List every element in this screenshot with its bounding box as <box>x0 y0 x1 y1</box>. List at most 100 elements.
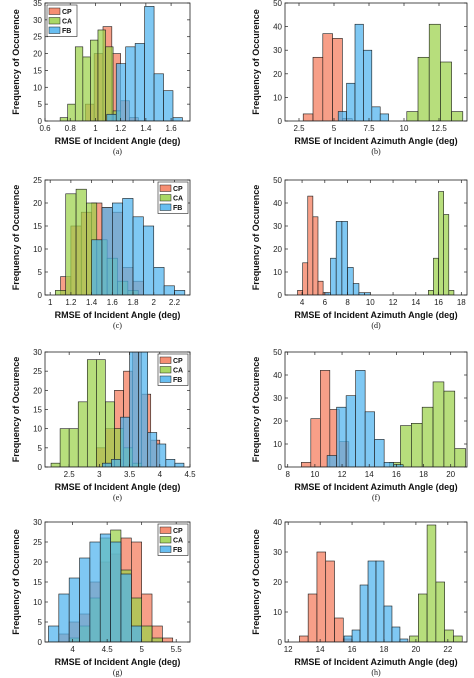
x-tick-label: 14 <box>411 298 420 307</box>
histogram-bar-ca <box>105 401 115 467</box>
histogram-bar-fb <box>335 221 343 295</box>
x-tick-label: 4.5 <box>184 470 196 479</box>
histogram-bar-fb <box>91 239 103 295</box>
histogram-bar-ca <box>59 428 70 467</box>
y-tick-label: 50 <box>273 348 282 357</box>
histogram-bar-ca <box>141 625 153 642</box>
legend-label-fb: FB <box>173 205 182 212</box>
x-tick-label: 1.6 <box>107 298 119 307</box>
y-tick-label: 15 <box>33 66 42 75</box>
x-axis-unit: (deg) <box>156 136 181 146</box>
histogram-bar-fb <box>79 557 91 642</box>
histogram-bar-fb <box>367 560 377 642</box>
y-tick-label: 15 <box>33 406 42 415</box>
x-tick-label: 12 <box>284 645 293 654</box>
histogram-bar-cp <box>312 216 319 295</box>
histogram-bar-fb <box>326 455 337 467</box>
y-tick-label: 30 <box>273 548 282 557</box>
axes-frame <box>284 2 468 122</box>
y-axis-label: Frequency of Occurence <box>11 357 21 463</box>
x-tick-label: 18 <box>419 470 428 479</box>
x-tick-label: 16 <box>434 298 443 307</box>
histogram-bar-cp <box>317 280 324 295</box>
x-axis-label-text: RMSE of Incident Angle <box>55 482 156 492</box>
histogram-bar-ca <box>440 61 452 121</box>
histogram-bar-ca <box>444 629 454 642</box>
histogram-bar-ca <box>82 56 91 121</box>
y-tick-label: 10 <box>273 268 282 277</box>
x-tick-label: 1.6 <box>166 124 178 133</box>
histogram-bar-ca <box>454 448 466 467</box>
y-tick-label: 35 <box>33 0 42 8</box>
x-axis-label: RMSE of Incident Angle (deg) <box>55 657 181 667</box>
histogram-bar-fb <box>129 352 139 467</box>
histogram-bar-ca <box>426 524 437 642</box>
histogram-bar-fb <box>354 23 364 121</box>
histogram-bar-fb <box>58 593 70 642</box>
x-tick-label: 1.2 <box>115 124 127 133</box>
histogram-bar-fb <box>337 111 347 121</box>
x-axis-unit: (deg) <box>433 310 458 320</box>
histogram-bar-fb <box>111 459 121 467</box>
histogram-bar-fb <box>115 63 126 121</box>
x-axis-label: RMSE of Incident Azimuth Angle (deg) <box>294 482 457 492</box>
y-tick-label: 10 <box>33 598 42 607</box>
legend-swatch-ca <box>48 17 61 25</box>
x-axis-label-text: RMSE of Incident Azimuth Angle <box>294 657 433 667</box>
x-tick-label: 1.8 <box>127 298 139 307</box>
legend-label-cp: CP <box>173 528 183 535</box>
legend: CP CA FB <box>157 523 189 556</box>
histogram-bar-fb <box>352 283 360 295</box>
histogram-bar-ca <box>68 428 79 467</box>
y-tick-label: 25 <box>33 176 42 185</box>
histogram-bar-ca <box>432 381 445 467</box>
histogram-bar-ca <box>105 46 114 121</box>
legend-swatch-fb <box>159 375 172 383</box>
y-tick-label: 40 <box>273 518 282 527</box>
x-tick-label: 0.8 <box>65 124 77 133</box>
histogram-bar-ca <box>428 23 441 121</box>
histogram-bar-cp <box>307 593 318 642</box>
histogram-bar-fb <box>102 462 112 467</box>
y-tick-label: 5 <box>38 618 43 627</box>
histogram-bar-fb <box>122 198 134 295</box>
y-tick-label: 0 <box>38 638 43 647</box>
y-tick-label: 20 <box>273 245 282 254</box>
x-axis-label: RMSE of Incident Azimuth Angle (deg) <box>294 310 457 320</box>
histogram-bar-ca <box>433 257 439 295</box>
x-tick-label: 3.5 <box>124 470 136 479</box>
x-tick-label: 12 <box>389 298 398 307</box>
histogram-bar-cp <box>300 462 312 467</box>
histogram-bar-fb <box>48 625 60 642</box>
chart-panel-c: 1 1.2 1.4 1.6 1.8 2 2.2 0 5 10 15 20 25 RMSE of Incid… <box>11 176 191 330</box>
x-tick-label: 10 <box>310 470 319 479</box>
y-tick-label: 10 <box>33 425 42 434</box>
y-tick-label: 10 <box>273 440 282 449</box>
y-tick-label: 30 <box>273 222 282 231</box>
histogram-bar-ca <box>451 111 464 121</box>
y-tick-label: 10 <box>33 83 42 92</box>
legend-label-fb: FB <box>173 547 182 554</box>
x-tick-label: 4 <box>70 645 75 654</box>
x-tick-label: 6 <box>323 298 328 307</box>
x-axis-unit: (deg) <box>156 482 181 492</box>
histogram-bar-cp <box>320 370 331 467</box>
bars <box>55 188 186 295</box>
histogram-bar-fb <box>153 73 164 121</box>
histogram-bar-ca <box>59 117 68 121</box>
x-tick-label: 5.5 <box>171 645 183 654</box>
histogram-bar-fb <box>374 439 385 467</box>
histogram-bar-ca <box>55 290 67 295</box>
x-axis-unit: (deg) <box>156 310 181 320</box>
histogram-bar-ca <box>97 29 106 121</box>
y-tick-label: 20 <box>273 578 282 587</box>
bars <box>299 524 463 642</box>
y-tick-label: 5 <box>38 444 43 453</box>
legend-label-cp: CP <box>173 358 183 365</box>
y-tick-label: 30 <box>273 46 282 55</box>
legend-label-fb: FB <box>173 377 182 384</box>
x-tick-label: 10 <box>400 124 409 133</box>
histogram-bar-fb <box>347 267 354 295</box>
y-tick-label: 10 <box>273 608 282 617</box>
y-tick-label: 25 <box>33 538 42 547</box>
